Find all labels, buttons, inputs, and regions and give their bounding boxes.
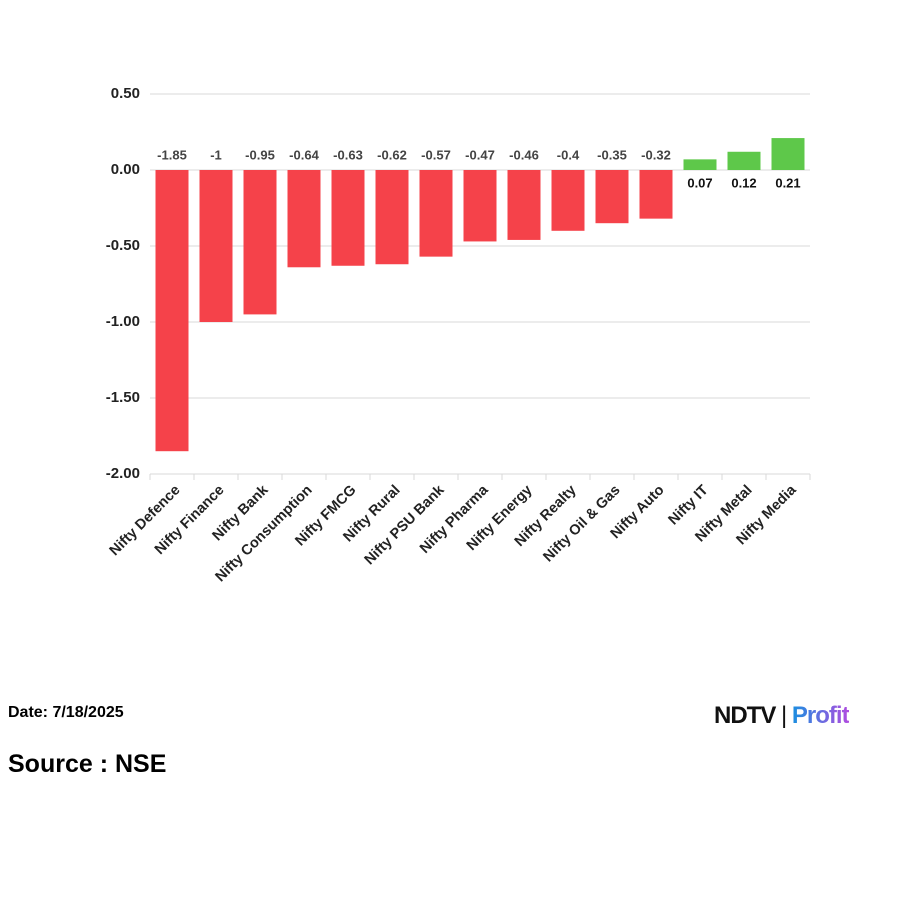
bar <box>419 170 453 257</box>
value-label: -0.46 <box>509 147 539 162</box>
value-label: -1 <box>210 147 222 162</box>
bar <box>507 170 541 240</box>
y-tick-label: -0.50 <box>106 237 140 254</box>
y-tick-label: 0.50 <box>111 85 140 102</box>
value-label: -0.32 <box>641 147 671 162</box>
bar <box>243 170 277 315</box>
bar <box>375 170 409 265</box>
bar <box>771 138 805 170</box>
bar <box>155 170 189 452</box>
value-label: -0.57 <box>421 147 451 162</box>
bar <box>595 170 629 224</box>
x-tick-label: Nifty PSU Bank <box>362 482 449 569</box>
bar <box>463 170 497 242</box>
value-label: 0.07 <box>687 175 712 190</box>
value-label: -0.95 <box>245 147 275 162</box>
y-tick-label: -1.50 <box>106 389 140 406</box>
value-label: -0.35 <box>597 147 627 162</box>
value-label: -0.47 <box>465 147 495 162</box>
value-label: -0.62 <box>377 147 407 162</box>
bar <box>331 170 365 266</box>
bar <box>727 151 761 170</box>
value-label: 0.12 <box>731 175 756 190</box>
bar <box>199 170 233 322</box>
y-tick-label: -2.00 <box>106 465 140 482</box>
logo-profit: Profit <box>791 702 850 729</box>
value-label: -0.64 <box>289 147 319 162</box>
logo: NDTV | Profit <box>714 702 850 729</box>
bar <box>551 170 585 231</box>
bar <box>639 170 673 219</box>
value-label: -0.4 <box>557 147 580 162</box>
y-tick-label: -1.00 <box>106 313 140 330</box>
bar <box>287 170 321 268</box>
value-label: -0.63 <box>333 147 363 162</box>
date: Date: 7/18/2025 <box>8 704 124 721</box>
source: Source : NSE <box>8 750 167 778</box>
x-tick-label: Nifty Oil & Gas <box>540 482 623 565</box>
y-tick-label: 0.00 <box>111 161 140 178</box>
logo-ndtv: NDTV <box>714 702 776 729</box>
bar <box>683 159 717 170</box>
value-label: 0.21 <box>775 175 800 190</box>
value-label: -1.85 <box>157 147 187 162</box>
